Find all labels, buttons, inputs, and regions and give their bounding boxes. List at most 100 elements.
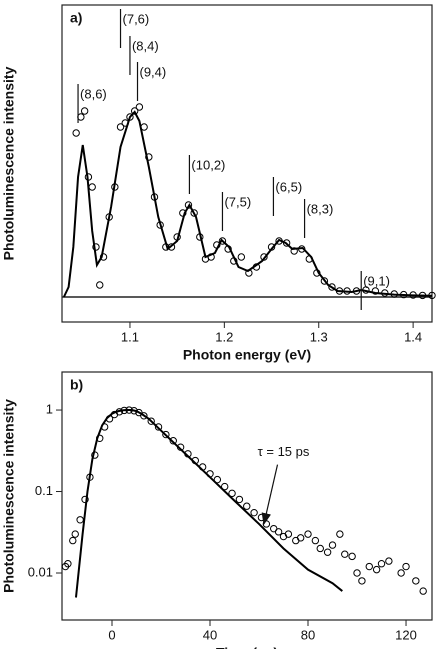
x-tick-label: 1.1 <box>121 329 139 344</box>
annotation: (7,6) <box>123 11 150 26</box>
data-point <box>267 243 276 251</box>
data-point <box>64 560 72 568</box>
data-point <box>250 508 258 517</box>
data-point <box>341 550 349 558</box>
data-point <box>418 291 427 300</box>
data-point <box>402 562 410 571</box>
data-point <box>313 269 321 277</box>
data-point <box>126 113 134 121</box>
data-point <box>228 489 236 498</box>
data-point <box>213 475 222 484</box>
data-point <box>86 473 94 481</box>
data-point <box>147 417 155 425</box>
data-point <box>352 287 361 295</box>
data-point <box>111 183 119 191</box>
data-point <box>173 233 181 241</box>
y-axis-label: Photoluminescence intensity <box>1 399 17 593</box>
data-point <box>96 281 104 289</box>
data-point <box>343 287 351 295</box>
data-point <box>284 530 293 538</box>
x-tick-label: 1.2 <box>215 329 233 344</box>
data-point <box>320 277 329 285</box>
data-point <box>304 530 312 538</box>
x-tick-label: 1.3 <box>310 329 328 344</box>
data-point <box>196 233 204 241</box>
data-point <box>130 107 139 115</box>
data-point <box>105 415 114 423</box>
data-point <box>252 263 261 271</box>
y-tick-label: 1 <box>46 401 53 416</box>
data-point <box>191 456 199 465</box>
data-point <box>397 569 405 577</box>
data-point <box>260 253 268 261</box>
data-point <box>245 269 253 277</box>
data-point <box>76 516 84 524</box>
data-point <box>372 565 381 574</box>
data-point <box>184 450 192 458</box>
data-point <box>274 528 283 536</box>
x-tick-label: 0 <box>108 627 115 642</box>
data-point <box>91 451 99 459</box>
data-point <box>156 221 164 229</box>
fit-curve <box>62 110 433 298</box>
data-point <box>100 423 109 431</box>
data-point <box>105 213 113 221</box>
data-point <box>190 209 198 217</box>
y-axis-label: Photoluminescence intensity <box>1 66 17 260</box>
data-point <box>145 153 153 161</box>
data-point <box>328 283 336 291</box>
x-axis-label: Time (ps) <box>216 645 278 649</box>
data-point <box>169 437 177 445</box>
data-point <box>390 290 398 298</box>
data-point <box>305 255 313 263</box>
x-tick-label: 1.4 <box>404 329 422 344</box>
data-point <box>213 241 221 249</box>
data-point <box>88 183 96 191</box>
data-point <box>116 123 125 131</box>
y-tick-label: 0.1 <box>35 483 53 498</box>
data-point <box>328 541 337 549</box>
data-point <box>121 119 129 127</box>
data-point <box>409 291 417 299</box>
data-point <box>290 247 298 255</box>
data-point <box>275 237 283 245</box>
data-point <box>179 209 187 217</box>
data-point <box>385 557 393 565</box>
data-point <box>162 243 170 251</box>
data-point <box>381 289 389 297</box>
y-tick-label: 0.01 <box>28 564 53 579</box>
x-axis-label: Photon energy (eV) <box>183 347 311 363</box>
data-point <box>206 470 214 478</box>
x-tick-label: 40 <box>203 627 217 642</box>
data-point <box>257 513 266 522</box>
data-point <box>362 286 370 294</box>
data-point <box>99 253 108 261</box>
fit-curve <box>74 409 343 598</box>
plot-frame <box>61 371 433 621</box>
panel-label: b) <box>70 377 83 393</box>
annotation: (9,4) <box>140 64 167 79</box>
data-point <box>298 245 306 253</box>
data-point <box>419 587 427 595</box>
data-point <box>72 129 80 137</box>
data-point <box>80 107 89 115</box>
data-point <box>69 536 77 545</box>
data-point <box>184 201 193 209</box>
data-point <box>207 253 215 261</box>
data-point <box>335 287 344 295</box>
annotation: τ = 15 ps <box>258 444 310 459</box>
data-point <box>243 502 251 510</box>
data-point <box>353 569 361 577</box>
annotation: (8,4) <box>132 38 159 53</box>
panel-label: a) <box>70 10 82 26</box>
annotation: (10,2) <box>191 157 225 172</box>
data-point <box>365 562 373 571</box>
data-point <box>221 482 229 491</box>
data-point <box>224 245 232 253</box>
data-point <box>140 123 148 131</box>
data-point <box>237 253 246 261</box>
data-point <box>135 103 144 111</box>
data-point <box>348 552 356 561</box>
data-point <box>125 406 133 414</box>
annotation: (7,5) <box>224 194 251 209</box>
